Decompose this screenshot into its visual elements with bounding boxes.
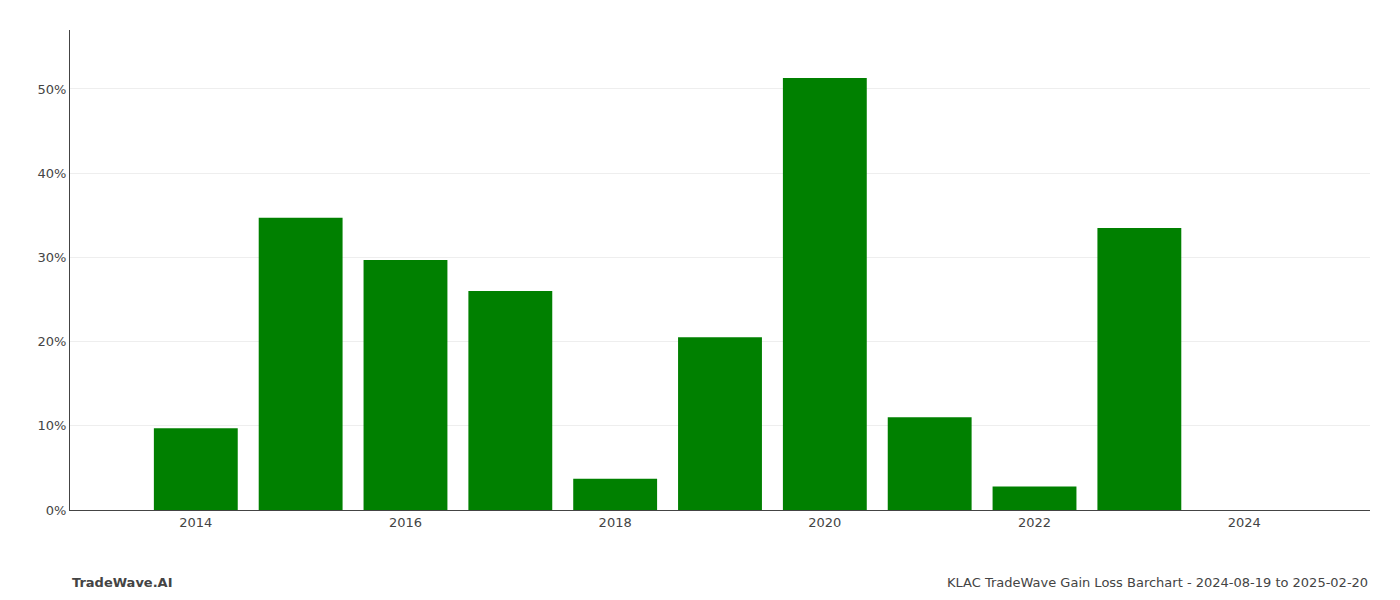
svg-text:2022: 2022 xyxy=(1018,515,1051,530)
svg-text:2020: 2020 xyxy=(808,515,841,530)
svg-text:KLAC TradeWave Gain Loss Barch: KLAC TradeWave Gain Loss Barchart - 2024… xyxy=(947,575,1368,590)
svg-text:2024: 2024 xyxy=(1228,515,1261,530)
svg-text:40%: 40% xyxy=(37,166,66,181)
svg-text:0%: 0% xyxy=(46,503,67,518)
svg-text:2014: 2014 xyxy=(179,515,212,530)
svg-text:2018: 2018 xyxy=(599,515,632,530)
svg-text:10%: 10% xyxy=(37,418,66,433)
svg-text:30%: 30% xyxy=(37,250,66,265)
svg-text:20%: 20% xyxy=(37,334,66,349)
svg-text:2016: 2016 xyxy=(389,515,422,530)
svg-text:TradeWave.AI: TradeWave.AI xyxy=(72,575,173,590)
svg-text:50%: 50% xyxy=(37,82,66,97)
